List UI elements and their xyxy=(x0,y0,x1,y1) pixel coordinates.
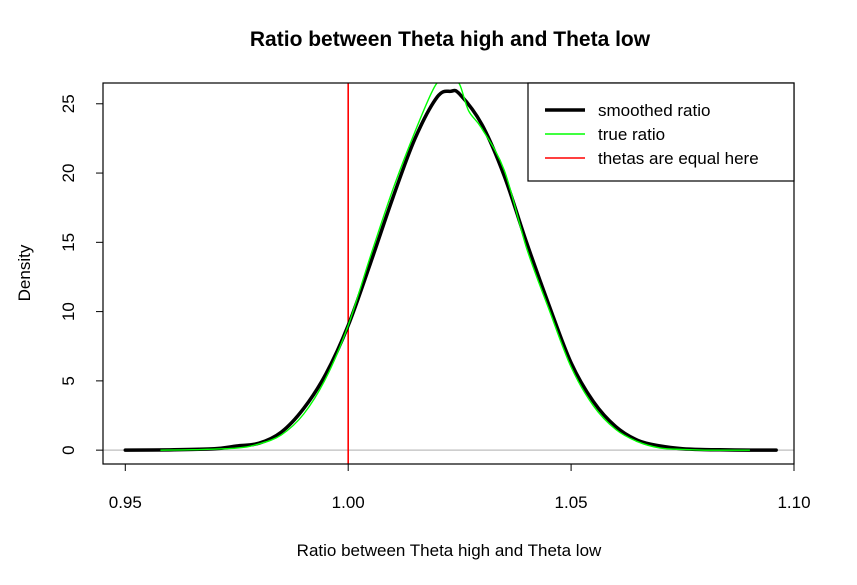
chart-title: Ratio between Theta high and Theta low xyxy=(250,28,651,51)
y-axis-label: Density xyxy=(15,244,34,301)
x-tick-label: 1.05 xyxy=(555,493,588,512)
y-tick-label: 5 xyxy=(59,376,78,385)
legend-label-smoothed-ratio: smoothed ratio xyxy=(598,101,710,120)
y-tick-label: 20 xyxy=(59,164,78,183)
x-tick-label: 1.00 xyxy=(332,493,365,512)
legend: smoothed ratio true ratio thetas are equ… xyxy=(527,82,795,182)
series-line-true-ratio xyxy=(160,83,751,451)
y-axis: 0 5 10 15 20 25 xyxy=(59,94,104,455)
x-axis: 0.95 1.00 1.05 1.10 xyxy=(109,463,811,512)
y-tick-label: 25 xyxy=(59,94,78,113)
y-tick-label: 0 xyxy=(59,445,78,454)
x-tick-label: 0.95 xyxy=(109,493,142,512)
x-axis-label: Ratio between Theta high and Theta low xyxy=(297,541,602,560)
legend-label-thetas-equal: thetas are equal here xyxy=(598,149,759,168)
series-line-smoothed-ratio xyxy=(123,88,778,452)
x-tick-label: 1.10 xyxy=(777,493,810,512)
legend-label-true-ratio: true ratio xyxy=(598,125,665,144)
legend-box xyxy=(527,82,795,182)
y-tick-label: 10 xyxy=(59,302,78,321)
y-tick-label: 15 xyxy=(59,233,78,252)
